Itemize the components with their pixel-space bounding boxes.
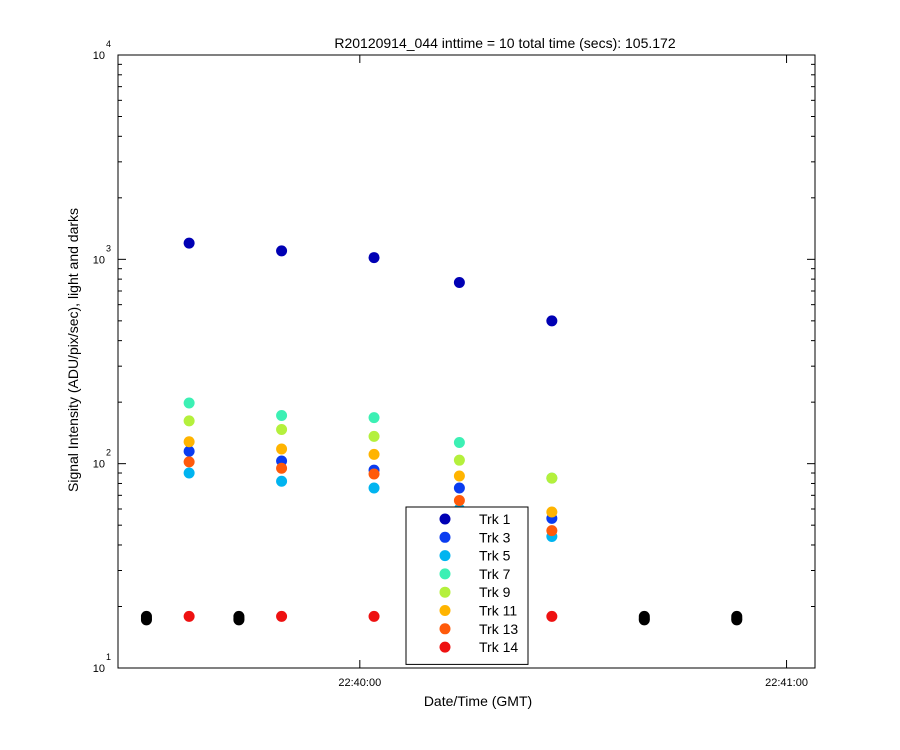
data-point	[368, 430, 380, 442]
legend-label: Trk 3	[479, 529, 511, 545]
series-7	[183, 456, 558, 537]
legend-label: Trk 11	[479, 603, 517, 619]
data-point	[368, 412, 380, 424]
data-point	[368, 468, 380, 480]
data-point	[453, 277, 465, 289]
chart-title: R20120914_044 inttime = 10 total time (s…	[334, 35, 675, 51]
data-point	[276, 475, 288, 487]
data-point	[183, 436, 195, 448]
legend-label: Trk 5	[479, 548, 511, 564]
data-point	[638, 614, 650, 626]
data-point	[276, 443, 288, 455]
legend-label: Trk 13	[479, 621, 518, 637]
legend: Trk 1 Trk 3 Trk 5 Trk 7 Trk 9 Trk 11 Trk 13 Trk…	[405, 506, 529, 665]
data-point	[276, 423, 288, 435]
series-1	[183, 237, 558, 327]
data-point	[183, 610, 195, 622]
x-tick-label: 22:41:00	[765, 677, 808, 689]
data-point	[453, 482, 465, 494]
data-point	[276, 610, 288, 622]
legend-label: Trk 7	[479, 566, 511, 582]
data-points	[140, 237, 743, 626]
y-tick-label: 10	[93, 254, 105, 266]
data-point	[453, 470, 465, 482]
data-point	[183, 237, 195, 249]
series-5	[183, 415, 558, 484]
legend-marker	[439, 513, 451, 525]
data-point	[183, 467, 195, 479]
data-point	[368, 610, 380, 622]
y-tick-label: 10	[93, 50, 105, 62]
y-tick-exponent: 1	[106, 652, 111, 662]
legend-marker	[439, 641, 451, 653]
y-tick-label: 10	[93, 459, 105, 471]
legend-label: Trk 9	[479, 584, 511, 600]
data-point	[276, 410, 288, 422]
series-6	[183, 436, 558, 518]
legend-label: Trk 1	[479, 511, 511, 527]
data-point	[276, 245, 288, 257]
data-point	[368, 448, 380, 460]
legend-marker	[439, 605, 451, 616]
data-point	[183, 397, 195, 409]
data-point	[546, 315, 558, 327]
data-point	[368, 482, 380, 494]
y-tick-exponent: 3	[106, 243, 111, 253]
y-axis-label: Signal Intensity (ADU/pix/sec), light an…	[65, 208, 81, 492]
data-point	[368, 252, 380, 264]
data-point	[546, 506, 558, 518]
data-point	[233, 614, 245, 626]
data-point	[546, 610, 558, 622]
legend-label: Trk 14	[479, 639, 518, 655]
data-point	[546, 472, 558, 484]
data-point	[183, 415, 195, 427]
data-point	[453, 495, 465, 507]
y-tick-exponent: 2	[106, 448, 111, 458]
legend-box	[405, 506, 529, 665]
data-point	[546, 525, 558, 537]
series-9	[140, 610, 743, 626]
legend-marker	[439, 586, 451, 598]
data-point	[183, 445, 195, 457]
legend-marker	[439, 531, 451, 543]
data-point	[183, 456, 195, 468]
legend-marker	[439, 568, 451, 580]
data-point	[731, 614, 743, 626]
data-point	[453, 454, 465, 466]
y-tick-exponent: 4	[106, 39, 111, 49]
y-tick-label: 10	[93, 663, 105, 675]
data-point	[276, 462, 288, 474]
data-point	[140, 614, 152, 626]
x-tick-label: 22:40:00	[338, 677, 381, 689]
x-axis-label: Date/Time (GMT)	[424, 693, 532, 709]
data-point	[453, 436, 465, 448]
legend-marker	[439, 550, 451, 562]
legend-marker	[439, 623, 451, 635]
